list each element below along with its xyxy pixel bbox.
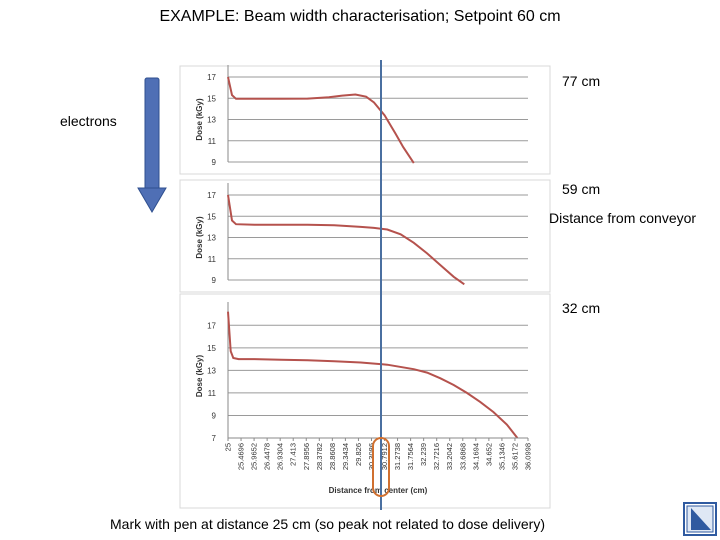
y-tick-label: 9 [212, 411, 217, 420]
dose-curve [227, 311, 519, 439]
y-tick-label: 15 [207, 94, 216, 103]
x-tick-label: 25 [224, 443, 233, 451]
dose-panel-32-cm: 17 15 13 11 9 7 Dose (kGy) 25 25.4696 25.9652 26.4… [179, 293, 551, 509]
x-tick-label: 30.3086 [367, 443, 376, 470]
y-tick-label: 17 [207, 191, 216, 200]
x-tick-label: 25.4696 [237, 443, 246, 470]
down-arrow-icon [144, 77, 160, 191]
slide-title: EXAMPLE: Beam width characterisation; Se… [159, 8, 561, 25]
x-tick-label: 35.1346 [497, 443, 506, 470]
setpoint-highlight [372, 437, 390, 497]
x-tick-label: 34.1694 [471, 443, 480, 470]
x-tick-label: 35.6172 [510, 443, 519, 470]
y-tick-label: 11 [208, 255, 217, 264]
y-tick-label: 15 [207, 344, 216, 353]
x-tick-label: 33.2042 [445, 443, 454, 470]
distance-from-conveyor-label: Distance from conveyor [549, 210, 697, 226]
electron-direction-arrow [137, 77, 167, 213]
x-tick-label: 36.0998 [524, 443, 533, 470]
down-arrow-head [137, 187, 167, 213]
x-tick-label: 31.7564 [406, 443, 415, 470]
y-axis-label: Dose (kGy) [195, 216, 204, 259]
x-tick-label: 26.4478 [263, 443, 272, 470]
x-tick-label: 32.7216 [432, 443, 441, 470]
distance-77-label: 77 cm [562, 73, 601, 89]
distance-32-label: 32 cm [562, 300, 601, 316]
x-tick-label: 29.3434 [341, 443, 350, 470]
y-tick-label: 13 [207, 116, 216, 125]
y-tick-label: 9 [212, 158, 217, 167]
distance-59-label: 59 cm [562, 181, 601, 197]
x-tick-label: 29.826 [354, 443, 363, 466]
y-tick-label: 9 [212, 276, 217, 285]
y-tick-label: 17 [207, 73, 216, 82]
dose-panel-59-cm: 17 15 13 11 9 Dose (kGy) [179, 179, 551, 293]
dose-curve [227, 194, 465, 286]
setpoint-marker [372, 60, 390, 510]
y-tick-label: 13 [207, 366, 216, 375]
next-slide-icon[interactable] [683, 502, 717, 536]
y-tick-label: 11 [208, 389, 217, 398]
x-tick-label: 30.7912 [380, 443, 389, 470]
dose-curve [227, 76, 415, 164]
x-tick-label: 27.8956 [302, 443, 311, 470]
y-axis-label: Dose (kGy) [195, 355, 204, 398]
x-tick-label: 25.9652 [250, 443, 259, 470]
x-tick-label: 31.2738 [393, 443, 402, 470]
y-tick-label: 13 [207, 234, 216, 243]
footer-note: Mark with pen at distance 25 cm (so peak… [110, 516, 545, 532]
x-tick-label: 32.239 [419, 443, 428, 466]
x-tick-label: 33.6868 [458, 443, 467, 470]
x-tick-label: 27.413 [289, 443, 298, 466]
x-tick-label: 34.652 [484, 443, 493, 466]
x-tick-label: 26.9304 [276, 443, 285, 470]
x-tick-label: 28.3782 [315, 443, 324, 470]
y-tick-label: 15 [207, 212, 216, 221]
y-tick-label: 11 [208, 137, 217, 146]
panel-frame [179, 179, 551, 293]
y-tick-label: 7 [212, 434, 217, 443]
x-tick-label: 28.8608 [328, 443, 337, 470]
y-tick-label: 17 [207, 321, 216, 330]
panel-frame [179, 293, 551, 509]
x-axis-label: Distance from center (cm) [329, 486, 428, 495]
dose-panel-77-cm: 17 15 13 11 9 Dose (kGy) [179, 65, 551, 175]
electrons-label: electrons [60, 113, 117, 129]
y-axis-label: Dose (kGy) [195, 98, 204, 141]
